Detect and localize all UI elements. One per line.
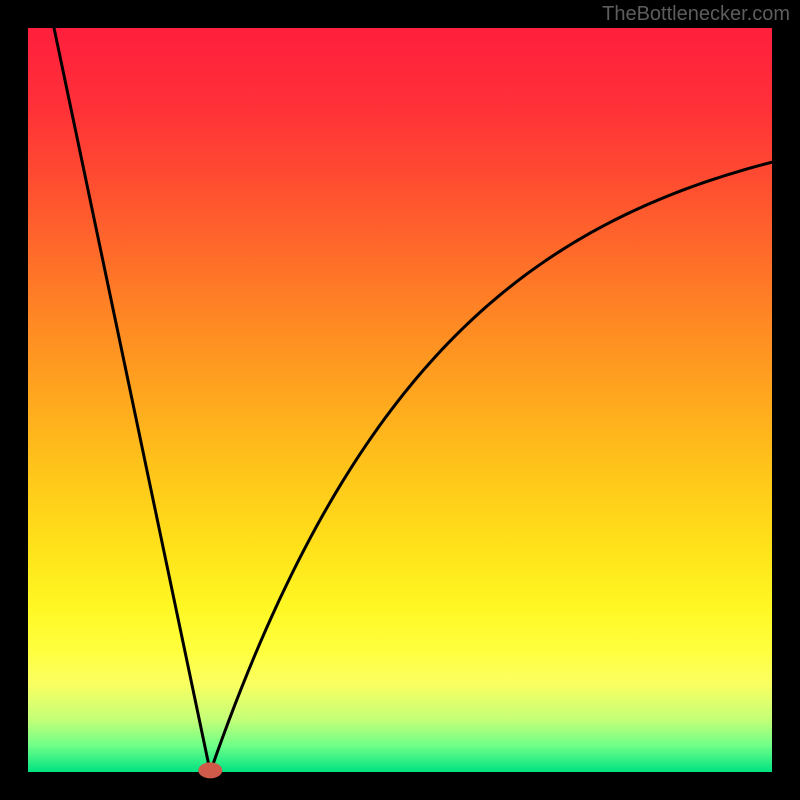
bottleneck-chart: TheBottlenecker.com bbox=[0, 0, 800, 800]
optimal-point-marker bbox=[198, 762, 222, 778]
watermark-text: TheBottlenecker.com bbox=[602, 3, 790, 25]
